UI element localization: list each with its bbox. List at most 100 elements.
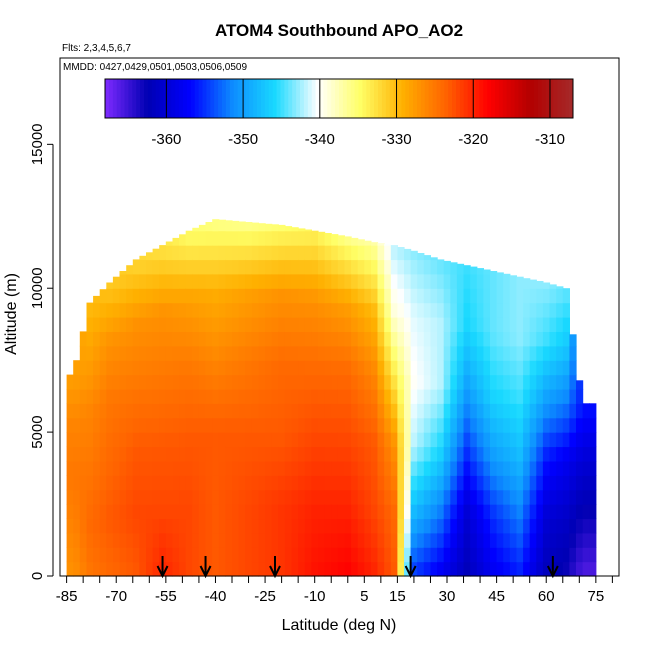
field-cell — [132, 475, 140, 491]
field-cell — [549, 331, 557, 347]
field-cell — [192, 532, 200, 548]
field-cell — [271, 374, 279, 390]
field-cell — [331, 360, 339, 376]
chart-title: ATOM4 Southbound APO_AO2 — [215, 21, 463, 40]
field-cell — [589, 532, 597, 548]
field-cell — [443, 417, 451, 433]
field-cell — [437, 388, 445, 404]
field-cell — [278, 547, 286, 563]
field-cell — [450, 388, 458, 404]
field-cell — [450, 331, 458, 347]
field-cell — [529, 532, 537, 548]
field-cell — [516, 460, 524, 476]
field-cell — [304, 288, 312, 304]
field-cell — [423, 317, 431, 332]
field-cell — [456, 263, 465, 275]
field-cell — [232, 317, 240, 332]
field-cell — [556, 489, 564, 505]
field-cell — [536, 331, 544, 347]
field-cell — [218, 432, 226, 448]
field-cell — [331, 234, 339, 246]
field-cell — [476, 288, 484, 304]
field-cell — [417, 547, 425, 563]
field-cell — [132, 360, 140, 376]
field-cell — [86, 460, 94, 476]
field-cell — [542, 388, 551, 404]
field-cell — [192, 259, 200, 275]
field-cell — [198, 345, 207, 361]
field-cell — [443, 518, 451, 534]
field-cell — [390, 446, 398, 462]
field-cell — [384, 245, 392, 261]
field-cell — [126, 288, 134, 304]
field-cell — [437, 302, 445, 318]
field-cell — [437, 561, 445, 577]
field-cell — [258, 518, 266, 534]
field-cell — [516, 417, 524, 433]
field-cell — [271, 417, 279, 433]
field-cell — [562, 331, 570, 347]
field-cell — [119, 403, 127, 419]
field-cell — [536, 403, 544, 419]
field-cell — [86, 360, 94, 376]
field-cell — [132, 489, 140, 505]
field-cell — [430, 504, 438, 520]
field-cell — [146, 518, 154, 534]
field-cell — [556, 475, 564, 491]
field-cell — [549, 403, 557, 419]
field-cell — [291, 475, 299, 491]
colorbar-segment — [342, 79, 348, 118]
field-cell — [351, 403, 359, 419]
field-cell — [165, 417, 173, 433]
field-cell — [73, 446, 81, 462]
field-cell — [192, 460, 200, 476]
field-cell — [318, 345, 326, 361]
field-cell — [364, 388, 372, 404]
field-cell — [523, 288, 531, 304]
field-cell — [311, 489, 319, 505]
field-cell — [278, 561, 286, 577]
field-cell — [218, 446, 226, 462]
field-cell — [523, 302, 531, 318]
field-cell — [245, 417, 253, 433]
field-cell — [443, 345, 451, 361]
field-cell — [99, 547, 107, 563]
field-cell — [370, 518, 379, 534]
field-cell — [337, 345, 345, 361]
colorbar-segment — [124, 79, 129, 118]
field-cell — [126, 273, 134, 289]
field-cell — [284, 374, 293, 390]
field-cell — [192, 317, 200, 332]
field-cell — [159, 360, 167, 376]
field-cell — [238, 273, 246, 289]
field-cell — [238, 547, 246, 563]
field-cell — [483, 345, 491, 361]
colorbar-segment — [144, 79, 149, 118]
field-cell — [284, 547, 293, 563]
field-cell — [509, 388, 517, 404]
field-cell — [576, 403, 584, 419]
field-cell — [423, 504, 431, 520]
field-cell — [576, 547, 584, 563]
field-cell — [218, 302, 226, 318]
field-cell — [278, 460, 286, 476]
field-cell — [318, 460, 326, 476]
field-cell — [245, 432, 253, 448]
field-cell — [106, 388, 114, 404]
field-cell — [589, 518, 597, 534]
field-cell — [258, 561, 266, 577]
field-cell — [251, 475, 259, 491]
field-cell — [430, 489, 438, 505]
field-cell — [384, 417, 392, 433]
field-cell — [304, 345, 312, 361]
plot-area: MMDD: 0427,0429,0501,0503,0506,0509 -360… — [59, 57, 620, 579]
field-cell — [152, 273, 160, 289]
field-cell — [291, 331, 299, 347]
field-cell — [562, 532, 570, 548]
colorbar-segment — [257, 79, 262, 118]
field-cell — [390, 374, 398, 390]
field-cell — [437, 374, 445, 390]
field-cell — [417, 489, 425, 505]
field-cell — [86, 317, 94, 332]
field-cell — [397, 403, 405, 419]
